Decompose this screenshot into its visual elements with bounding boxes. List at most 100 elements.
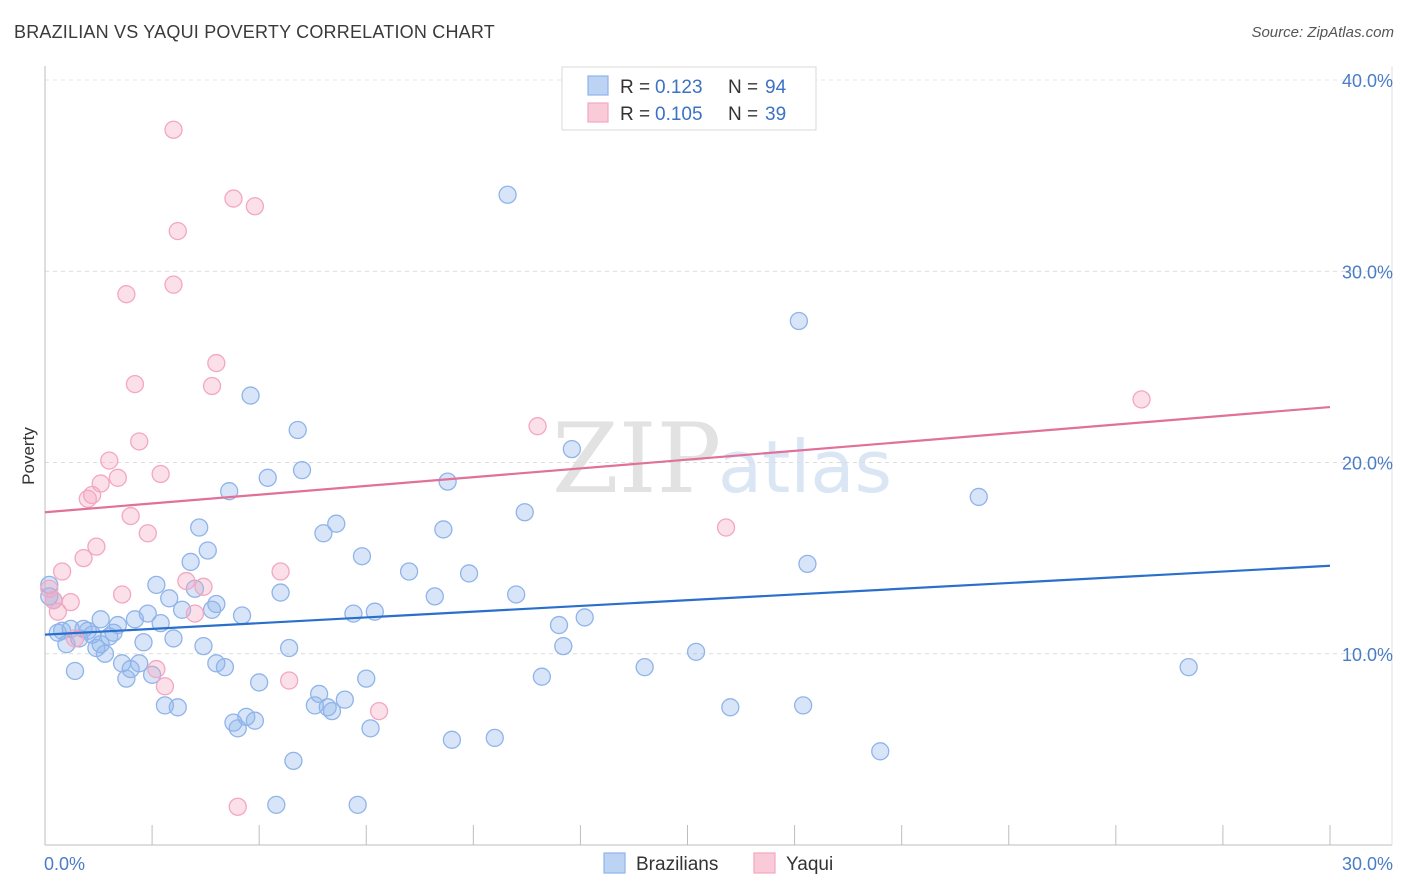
brazilians-point-24 (134, 633, 153, 652)
legend-r-label-0: R = (620, 77, 650, 98)
legend-r-value-0: 0.123 (655, 77, 703, 98)
brazilians-point-50 (250, 673, 269, 692)
brazilians-point-37 (194, 636, 213, 656)
brazilians-point-49 (245, 711, 265, 730)
brazilians-point-86 (635, 657, 654, 677)
yaqui-point-32 (245, 197, 265, 216)
brazilians-point-59 (309, 684, 329, 704)
yaqui-point-24 (168, 221, 187, 241)
gridlines (45, 79, 1392, 655)
yaqui-point-26 (185, 604, 205, 623)
brazilians-point-46 (232, 606, 252, 625)
legend-n-value-0: 94 (765, 77, 787, 98)
brazilians-point-15 (95, 644, 115, 663)
brazilians-point-79 (507, 585, 526, 604)
bottom-legend-label-brazilians: Brazilians (636, 854, 718, 875)
yaqui-point-27 (194, 577, 213, 596)
brazilians-point-47 (237, 707, 256, 727)
brazilians-point-31 (164, 629, 183, 648)
yaqui-point-15 (121, 506, 140, 526)
yaqui-point-20 (151, 464, 170, 484)
yaqui-point-22 (164, 275, 183, 294)
yaqui-point-4 (61, 592, 80, 612)
brazilians-point-68 (357, 669, 376, 688)
axes (44, 66, 1393, 846)
brazilians-point-64 (335, 690, 354, 709)
bottom-legend-swatch-brazilians (603, 852, 626, 874)
yaqui-point-33 (271, 562, 290, 581)
brazilians-point-54 (279, 638, 299, 658)
y-tick-labels: 10.0% 20.0% 30.0% 40.0% (1342, 71, 1393, 665)
yaqui-point-2 (48, 602, 67, 621)
brazilians-point-94 (1179, 657, 1198, 677)
brazilians-point-25 (138, 604, 157, 623)
brazilians-point-90 (794, 696, 813, 715)
yaqui-point-14 (117, 285, 136, 304)
yaqui-point-21 (155, 677, 175, 696)
yaqui-point-9 (87, 537, 106, 556)
brazilians-point-78 (498, 185, 517, 204)
brazilians-point-43 (220, 482, 239, 501)
brazilians-point-60 (314, 524, 333, 543)
brazilians-point-40 (207, 654, 226, 673)
series-legend: Brazilians Yaqui (603, 852, 833, 875)
legend-n-value-1: 39 (765, 104, 786, 125)
brazilians-point-52 (267, 795, 286, 814)
brazilians-point-38 (198, 541, 217, 560)
brazilians-point-30 (160, 589, 179, 608)
yaqui-point-13 (112, 585, 132, 604)
brazilians-point-83 (554, 636, 573, 656)
brazilians-point-91 (798, 554, 817, 574)
brazilians-point-27 (147, 575, 166, 595)
legend-n-label-1: N = (728, 104, 758, 125)
brazilians-point-89 (789, 311, 809, 331)
legend-r-value-1: 0.105 (655, 104, 703, 125)
brazilians-point-81 (532, 667, 552, 686)
brazilians-point-34 (181, 552, 200, 572)
brazilians-point-36 (190, 518, 209, 537)
y-axis-label: Poverty (19, 427, 38, 485)
legend-n-label-0: N = (728, 77, 758, 98)
yaqui-point-16 (125, 374, 145, 394)
brazilians-point-80 (515, 503, 534, 522)
bottom-legend-label-yaqui: Yaqui (786, 854, 833, 875)
brazilians-point-66 (348, 795, 367, 814)
legend-swatch-yaqui (587, 102, 609, 123)
brazilians-point-74 (438, 472, 457, 491)
brazilians-point-55 (284, 751, 303, 770)
yaqui-point-18 (138, 524, 157, 543)
yaqui-point-17 (130, 432, 149, 451)
series-yaqui-points (40, 120, 1151, 816)
yaqui-trend-line (44, 405, 1331, 514)
x-tick-label-1: 30.0% (1342, 854, 1393, 874)
brazilians-point-87 (686, 642, 706, 661)
bottom-legend-swatch-yaqui (753, 852, 776, 874)
yaqui-point-36 (528, 417, 547, 436)
brazilians-point-73 (434, 520, 453, 539)
yaqui-point-3 (52, 562, 72, 581)
brazilians-point-42 (215, 657, 235, 677)
y-tick-label-3: 40.0% (1342, 71, 1393, 91)
brazilians-point-53 (271, 583, 290, 602)
trend-lines (44, 405, 1331, 636)
yaqui-point-31 (228, 797, 247, 816)
yaqui-point-6 (74, 548, 93, 568)
brazilians-point-63 (327, 514, 346, 533)
chart-source: Source: ZipAtlas.com (1251, 24, 1394, 41)
brazilians-point-20 (117, 669, 136, 688)
brazilians-point-23 (130, 654, 149, 673)
yaqui-point-19 (147, 659, 166, 679)
yaqui-point-23 (164, 120, 183, 139)
y-tick-label-1: 20.0% (1342, 454, 1393, 474)
brazilians-point-88 (721, 698, 740, 717)
yaqui-point-25 (177, 571, 196, 591)
brazilians-point-76 (459, 564, 479, 583)
yaqui-point-38 (1132, 390, 1151, 409)
legend-swatch-brazilians (587, 75, 609, 96)
series-brazilians-points (40, 185, 1198, 814)
yaqui-point-0 (40, 579, 59, 598)
brazilians-point-84 (562, 439, 581, 459)
brazilians-point-71 (399, 562, 419, 581)
x-tick-labels: 0.0% 30.0% (44, 854, 1393, 874)
